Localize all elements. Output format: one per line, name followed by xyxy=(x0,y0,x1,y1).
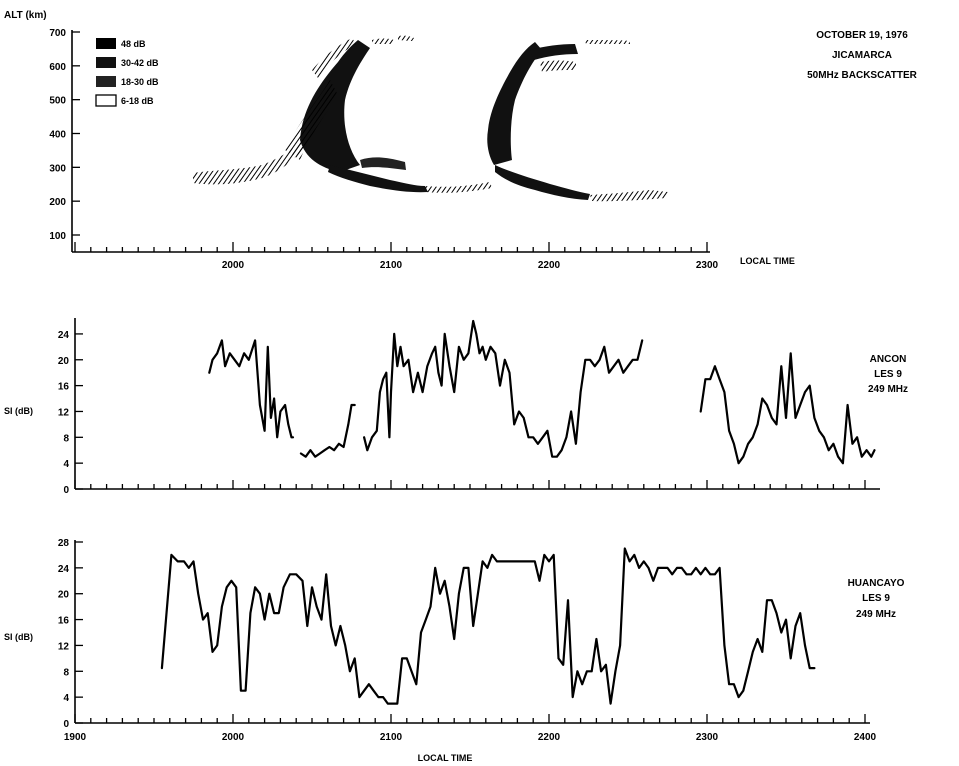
y-tick-label: 12 xyxy=(58,641,70,652)
huancayo-site-label: HUANCAYO xyxy=(848,578,905,589)
ancon-panel: SI (dB) 0 4 8 12 16 20 24 ANCON LES 9 249 MHz xyxy=(4,318,908,496)
top-x-tick-label: 2200 xyxy=(538,260,561,271)
title-line-date: OCTOBER 19, 1976 xyxy=(816,30,908,41)
huancayo-y-ticks: 0 4 8 12 16 20 24 28 xyxy=(58,538,83,730)
legend-swatch-48db xyxy=(96,38,116,49)
legend-swatch-18-30db xyxy=(96,76,116,87)
si-series-line xyxy=(299,403,356,458)
top-x-ticks: 2000 2100 2200 2300 xyxy=(74,242,719,271)
top-y-tick-label: 200 xyxy=(49,197,66,208)
legend-label-18-30db: 18-30 dB xyxy=(121,77,159,87)
ancon-ylabel: SI (dB) xyxy=(4,406,33,416)
y-tick-label: 8 xyxy=(63,667,69,678)
echo-tail xyxy=(590,190,668,202)
x-tick-label: 2000 xyxy=(222,732,245,743)
y-tick-label: 24 xyxy=(58,330,70,341)
panel-title: OCTOBER 19, 1976 JICAMARCA 50MHz BACKSCA… xyxy=(807,30,918,81)
si-series-line xyxy=(363,319,644,458)
si-series-line xyxy=(160,547,816,705)
echo-bridge xyxy=(425,182,492,193)
x-tick-label: 2200 xyxy=(538,732,561,743)
si-series-line xyxy=(208,339,295,439)
top-x-tick-label: 2100 xyxy=(380,260,403,271)
legend: 48 dB 30-42 dB 18-30 dB 6-18 dB xyxy=(95,38,159,107)
huancayo-ylabel: SI (dB) xyxy=(4,632,33,642)
ancon-frequency-label: 249 MHz xyxy=(868,384,908,395)
echo-upper-fleck-2 xyxy=(398,35,414,41)
x-tick-label: 1900 xyxy=(64,732,87,743)
y-tick-label: 4 xyxy=(63,459,69,470)
x-tick-label: 2100 xyxy=(380,732,403,743)
y-tick-label: 20 xyxy=(58,590,70,601)
y-tick-label: 24 xyxy=(58,564,70,575)
y-tick-label: 16 xyxy=(58,616,70,627)
y-tick-label: 16 xyxy=(58,382,70,393)
y-tick-label: 4 xyxy=(63,693,69,704)
legend-label-30-42db: 30-42 dB xyxy=(121,58,159,68)
y-tick-label: 0 xyxy=(63,719,69,730)
huancayo-satellite-label: LES 9 xyxy=(862,593,890,604)
ancon-series xyxy=(208,319,876,465)
top-x-tick-label: 2000 xyxy=(222,260,245,271)
echo-plume-2 xyxy=(487,42,542,165)
top-y-tick-label: 300 xyxy=(49,163,66,174)
y-tick-label: 20 xyxy=(58,356,70,367)
echo-upper-streak xyxy=(585,40,630,44)
huancayo-frequency-label: 249 MHz xyxy=(856,609,896,620)
title-line-site: JICAMARCA xyxy=(832,50,892,61)
top-y-tick-label: 700 xyxy=(49,28,66,39)
huancayo-x-ticks: 1900 2000 2100 2200 2300 2400 xyxy=(64,714,877,743)
top-y-tick-label: 600 xyxy=(49,62,66,73)
echo-plume-1-edge xyxy=(285,80,338,160)
top-y-tick-label: 500 xyxy=(49,96,66,107)
echo-top-patch xyxy=(530,44,578,60)
ancon-site-label: ANCON xyxy=(870,354,907,365)
echo-upper-fleck xyxy=(372,38,394,44)
echo-top-patch-2 xyxy=(540,60,576,72)
legend-label-6-18db: 6-18 dB xyxy=(121,96,154,106)
huancayo-xlabel: LOCAL TIME xyxy=(418,753,473,763)
legend-label-48db: 48 dB xyxy=(121,39,146,49)
top-y-ticks: 100 200 300 400 500 600 700 xyxy=(49,28,80,242)
top-y-tick-label: 400 xyxy=(49,130,66,141)
x-tick-label: 2300 xyxy=(696,732,719,743)
echo-regions xyxy=(193,35,668,202)
top-x-tick-label: 2300 xyxy=(696,260,719,271)
si-series-line xyxy=(699,352,876,465)
echo-layer-1-top xyxy=(360,157,406,170)
ancon-x-ticks xyxy=(74,480,866,489)
legend-swatch-6-18db xyxy=(95,94,117,107)
huancayo-series xyxy=(160,547,816,705)
echo-layer-1 xyxy=(328,165,428,193)
echo-plume-1-top xyxy=(312,38,356,78)
top-y-tick-label: 100 xyxy=(49,231,66,242)
huancayo-panel: SI (dB) 0 4 8 12 16 20 24 28 1900 2000 2100 2200 23… xyxy=(4,538,905,763)
title-line-radar: 50MHz BACKSCATTER xyxy=(807,70,918,81)
echo-plume-1 xyxy=(300,40,370,172)
ancon-y-ticks: 0 4 8 12 16 20 24 xyxy=(58,330,83,496)
y-tick-label: 12 xyxy=(58,407,70,418)
legend-swatch-30-42db xyxy=(96,57,116,68)
top-xlabel: LOCAL TIME xyxy=(740,256,795,266)
y-tick-label: 8 xyxy=(63,433,69,444)
top-ylabel: ALT (km) xyxy=(4,10,47,21)
x-tick-label: 2400 xyxy=(854,732,877,743)
y-tick-label: 0 xyxy=(63,485,69,496)
echo-layer-2 xyxy=(495,165,590,200)
ancon-satellite-label: LES 9 xyxy=(874,369,902,380)
y-tick-label: 28 xyxy=(58,538,70,549)
echo-band-early xyxy=(193,142,304,185)
